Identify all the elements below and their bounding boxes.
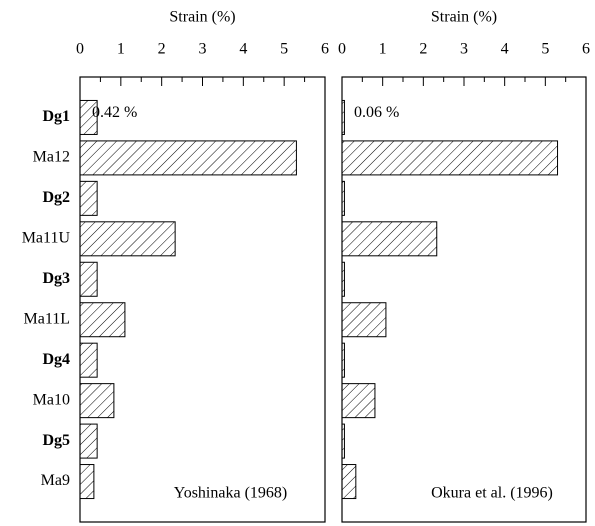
y-tick-label: Dg5 xyxy=(42,432,70,449)
y-tick-label: Ma10 xyxy=(33,391,70,408)
y-tick-label: Dg3 xyxy=(42,270,70,287)
bar xyxy=(79,180,98,216)
y-tick-label: Ma12 xyxy=(33,149,70,166)
x-tick-label: 0 xyxy=(338,41,346,58)
x-tick-label: 0 xyxy=(76,41,84,58)
y-tick-label: Dg4 xyxy=(42,351,70,368)
bar xyxy=(79,464,95,500)
bar xyxy=(341,140,559,176)
x-tick-label: 6 xyxy=(582,41,590,58)
x-axis-label: Strain (%) xyxy=(431,9,497,26)
bar xyxy=(341,302,387,338)
bar xyxy=(341,464,357,500)
annotation: Okura et al. (1996) xyxy=(431,485,553,502)
x-axis-label: Strain (%) xyxy=(169,9,235,26)
bar xyxy=(341,383,376,419)
y-tick-label: Ma11U xyxy=(22,229,71,246)
x-tick-label: 6 xyxy=(321,41,329,58)
annotation: Yoshinaka (1968) xyxy=(174,485,287,502)
bar xyxy=(79,342,98,378)
x-tick-label: 1 xyxy=(379,41,387,58)
bar xyxy=(79,383,115,419)
x-tick-label: 2 xyxy=(419,41,427,58)
bar xyxy=(79,261,98,297)
bar xyxy=(79,423,98,459)
y-tick-label: Ma9 xyxy=(41,472,70,489)
annotation: 0.06 % xyxy=(354,104,399,121)
x-tick-label: 5 xyxy=(280,41,288,58)
bar xyxy=(79,221,176,257)
y-tick-label: Dg1 xyxy=(42,108,70,125)
bar xyxy=(79,302,126,338)
bar xyxy=(341,221,438,257)
x-tick-label: 2 xyxy=(158,41,166,58)
x-tick-label: 5 xyxy=(541,41,549,58)
bar xyxy=(79,140,297,176)
y-tick-label: Ma11L xyxy=(23,310,70,327)
x-tick-label: 4 xyxy=(501,41,509,58)
x-tick-label: 1 xyxy=(117,41,125,58)
x-tick-label: 4 xyxy=(239,41,247,58)
x-tick-label: 3 xyxy=(460,41,468,58)
annotation: 0.42 % xyxy=(92,104,137,121)
y-tick-label: Dg2 xyxy=(42,189,70,206)
x-tick-label: 3 xyxy=(199,41,207,58)
